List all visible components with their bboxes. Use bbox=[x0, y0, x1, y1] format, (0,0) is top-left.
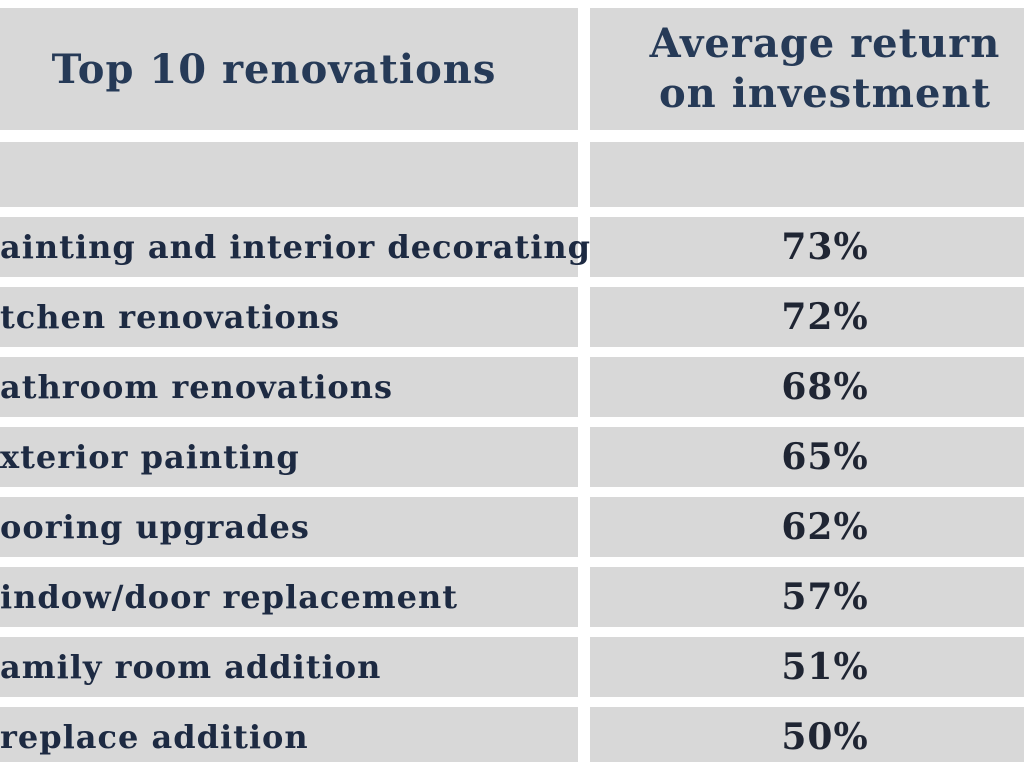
renovation-label: tchen renovations bbox=[0, 298, 341, 336]
renovation-label: amily room addition bbox=[0, 648, 382, 686]
roi-value-cell: 50% bbox=[590, 707, 1024, 762]
spacer-cell-right bbox=[590, 142, 1024, 207]
table-header-row: Top 10 renovations Average return on inv… bbox=[0, 8, 1024, 130]
renovation-label: indow/door replacement bbox=[0, 578, 459, 616]
roi-value-cell: 72% bbox=[590, 287, 1024, 347]
roi-value-cell: 57% bbox=[590, 567, 1024, 627]
table-row: athroom renovations 68% bbox=[0, 357, 1024, 417]
table-row: tchen renovations 72% bbox=[0, 287, 1024, 347]
renovation-label: ooring upgrades bbox=[0, 508, 310, 546]
renovation-label: athroom renovations bbox=[0, 368, 394, 406]
header-roi-line2: on investment bbox=[659, 70, 991, 117]
renovation-label-cell: tchen renovations bbox=[0, 287, 578, 347]
renovation-label-cell: indow/door replacement bbox=[0, 567, 578, 627]
roi-value-cell: 51% bbox=[590, 637, 1024, 697]
roi-value-cell: 73% bbox=[590, 217, 1024, 277]
renovation-label-cell: ainting and interior decorating bbox=[0, 217, 590, 277]
header-renovations-label: Top 10 renovations bbox=[51, 45, 497, 93]
roi-value-cell: 68% bbox=[590, 357, 1024, 417]
table-row: indow/door replacement 57% bbox=[0, 567, 1024, 627]
header-roi-line1: Average return bbox=[649, 20, 1001, 67]
empty-spacer-row bbox=[0, 142, 1024, 207]
roi-value-cell: 65% bbox=[590, 427, 1024, 487]
renovation-label: replace addition bbox=[0, 718, 309, 756]
renovation-label-cell: replace addition bbox=[0, 707, 578, 762]
header-cell-renovations: Top 10 renovations bbox=[0, 8, 578, 130]
table-row: ooring upgrades 62% bbox=[0, 497, 1024, 557]
table-row: replace addition 50% bbox=[0, 707, 1024, 762]
table-row: amily room addition 51% bbox=[0, 637, 1024, 697]
renovation-label: xterior painting bbox=[0, 438, 300, 476]
renovation-label-cell: amily room addition bbox=[0, 637, 578, 697]
table-row: ainting and interior decorating 73% bbox=[0, 217, 1024, 277]
header-cell-roi: Average return on investment bbox=[590, 8, 1024, 130]
roi-value-cell: 62% bbox=[590, 497, 1024, 557]
renovation-label-cell: xterior painting bbox=[0, 427, 578, 487]
renovations-table: Top 10 renovations Average return on inv… bbox=[0, 8, 1024, 762]
renovation-label: ainting and interior decorating bbox=[0, 228, 592, 266]
renovation-label-cell: ooring upgrades bbox=[0, 497, 578, 557]
table-row: xterior painting 65% bbox=[0, 427, 1024, 487]
spacer-cell-left bbox=[0, 142, 578, 207]
renovation-label-cell: athroom renovations bbox=[0, 357, 578, 417]
